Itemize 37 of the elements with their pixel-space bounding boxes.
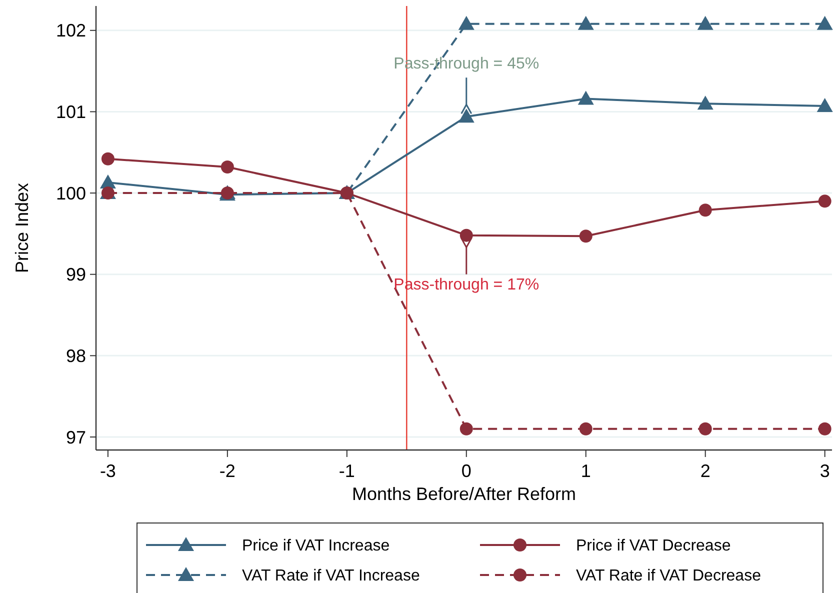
x-tick-label: 0 [461,461,472,481]
y-tick-label: 98 [66,346,86,366]
y-tick-label: 101 [56,102,86,122]
x-tick-label: -1 [338,461,355,481]
point [818,194,832,208]
point [458,16,474,30]
point [818,422,832,436]
point [816,98,833,112]
point [816,16,833,30]
y-tick-label: 100 [56,183,86,204]
point [698,422,712,436]
point [579,230,592,243]
point [220,160,234,174]
x-tick-label: 2 [700,461,710,481]
x-tick-label: -2 [219,461,236,481]
x-tick-label: -3 [100,461,116,481]
legend-label: Price if VAT Decrease [576,538,731,555]
y-axis-title: Price Index [12,182,32,274]
x-tick-label: 3 [820,461,830,481]
y-tick-label: 97 [66,427,86,448]
point [578,90,594,105]
point [698,204,712,217]
point [460,228,473,242]
x-tick-label: 1 [580,461,591,481]
legend-label: Price if VAT Increase [242,538,390,555]
x-axis-title: Months Before/After Reform [352,484,576,504]
point [578,16,594,30]
legend-label: VAT Rate if VAT Increase [242,568,420,585]
point [460,422,473,436]
point [458,108,474,123]
y-tick-label: 99 [66,264,86,285]
point [579,422,592,436]
point [101,152,114,166]
point [697,16,714,30]
point [697,96,714,110]
y-tick-label: 102 [56,20,86,41]
legend-label: VAT Rate if VAT Decrease [576,568,762,585]
